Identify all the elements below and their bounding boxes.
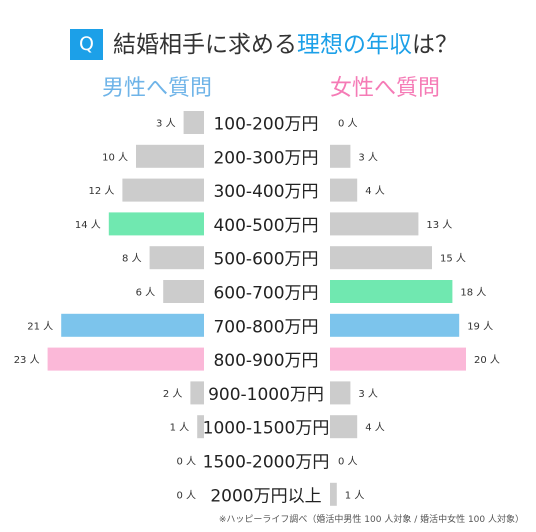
category-label: 1000-1500万円 [203, 419, 330, 439]
male-data-label: 12 人 [88, 185, 114, 197]
female-bar [330, 381, 351, 405]
category-label: 800-900万円 [213, 351, 318, 371]
female-data-label: 20 人 [474, 354, 500, 366]
male-bar [149, 246, 204, 270]
title-badge: Q [70, 29, 103, 60]
female-bar [330, 246, 432, 270]
category-label: 500-600万円 [213, 250, 318, 270]
female-data-label: 18 人 [460, 287, 486, 299]
female-data-label: 15 人 [440, 253, 466, 265]
male-bar [190, 381, 204, 405]
category-label: 2000万円以上 [210, 486, 321, 506]
category-label: 700-800万円 [213, 317, 318, 337]
male-series-title: 男性へ質問 [102, 76, 213, 101]
title-text-pre: 結婚相手に求める [113, 32, 297, 58]
title-text-highlight: 理想の年収 [297, 32, 412, 58]
male-data-label: 2 人 [163, 388, 183, 400]
male-data-label: 8 人 [122, 253, 142, 265]
female-data-label: 1 人 [345, 489, 365, 501]
male-data-label: 21 人 [27, 320, 53, 332]
female-data-label: 0 人 [338, 118, 358, 130]
male-bar [163, 280, 204, 303]
male-data-label: 1 人 [170, 422, 190, 434]
chart-title: 結婚相手に求める理想の年収は？ [113, 28, 458, 62]
female-series-title: 女性へ質問 [330, 76, 441, 101]
male-data-label: 10 人 [102, 151, 128, 163]
female-data-label: 19 人 [467, 320, 493, 332]
category-label: 400-500万円 [213, 216, 318, 236]
female-data-label: 3 人 [358, 388, 378, 400]
category-label: 900-1000万円 [208, 385, 324, 405]
male-bar [61, 313, 205, 337]
category-label: 100-200万円 [213, 115, 318, 135]
female-bar [330, 144, 351, 168]
female-bar [330, 280, 453, 303]
female-bar [330, 178, 358, 202]
female-data-label: 13 人 [426, 219, 452, 231]
male-data-label: 6 人 [136, 287, 156, 299]
female-data-label: 3 人 [358, 151, 378, 163]
category-label: 200-300万円 [213, 148, 318, 168]
female-bar [330, 347, 466, 371]
male-bar [122, 178, 204, 202]
female-bar [330, 482, 337, 506]
male-data-label: 0 人 [176, 456, 196, 468]
category-label: 300-400万円 [213, 182, 318, 202]
female-bar [330, 212, 419, 236]
male-data-label: 3 人 [156, 118, 176, 130]
category-label: 1500-2000万円 [203, 453, 330, 473]
title-text-post: は？ [412, 32, 458, 58]
male-bar [183, 111, 204, 134]
female-bar [330, 415, 358, 439]
male-bar [47, 347, 204, 371]
male-data-label: 0 人 [176, 489, 196, 501]
female-data-label: 4 人 [365, 185, 385, 197]
male-bar [136, 144, 204, 168]
male-bar [197, 415, 204, 439]
male-bar [108, 212, 204, 236]
female-data-label: 4 人 [365, 422, 385, 434]
category-label: 600-700万円 [213, 284, 318, 304]
female-data-label: 0 人 [338, 456, 358, 468]
footnote: ※ハッピーライフ調べ（婚活中男性 100 人対象 / 婚活中女性 100 人対象… [218, 515, 524, 525]
female-bar [330, 313, 460, 337]
male-data-label: 23 人 [14, 354, 40, 366]
male-data-label: 14 人 [75, 219, 101, 231]
